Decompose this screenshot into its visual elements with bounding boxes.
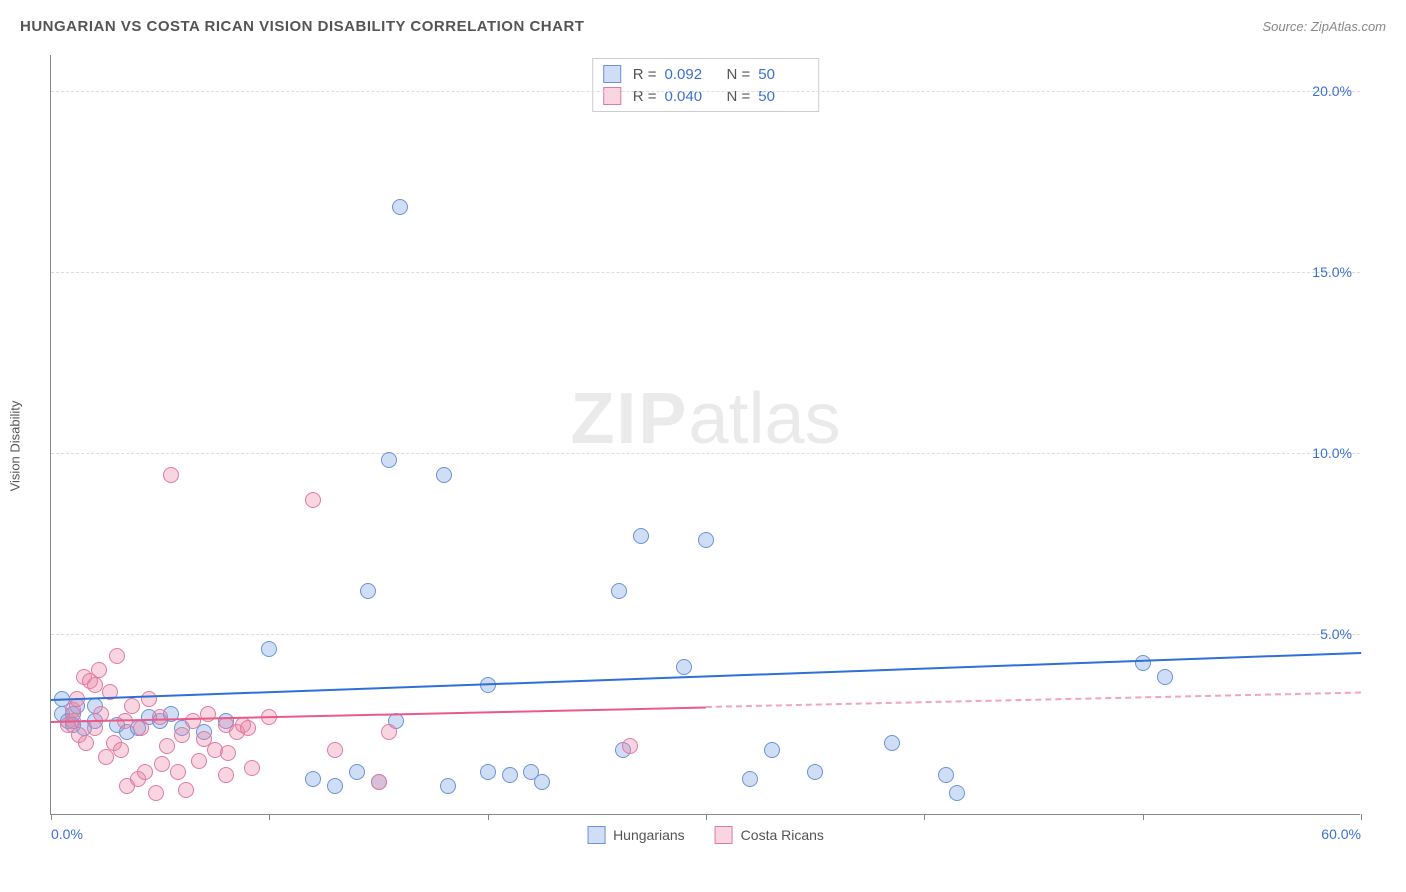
chart-title: HUNGARIAN VS COSTA RICAN VISION DISABILI… — [20, 18, 584, 35]
data-point — [327, 778, 343, 794]
data-point — [78, 735, 94, 751]
legend-n-label: N = — [727, 88, 751, 105]
legend-stats: R = 0.092 N = 50 R = 0.040 N = 50 — [592, 58, 820, 112]
data-point — [191, 753, 207, 769]
data-point — [137, 764, 153, 780]
data-point — [141, 691, 157, 707]
data-point — [676, 659, 692, 675]
legend-n-label: N = — [727, 66, 751, 83]
legend-swatch — [587, 826, 605, 844]
data-point — [163, 467, 179, 483]
data-point — [152, 709, 168, 725]
data-point — [91, 662, 107, 678]
legend-series-item: Costa Ricans — [715, 826, 824, 844]
legend-n-value: 50 — [758, 88, 808, 105]
legend-r-value: 0.092 — [665, 66, 715, 83]
data-point — [949, 785, 965, 801]
data-point — [220, 745, 236, 761]
gridline — [51, 272, 1360, 273]
y-tick-label: 20.0% — [1312, 83, 1352, 99]
data-point — [113, 742, 129, 758]
data-point — [884, 735, 900, 751]
data-point — [1135, 655, 1151, 671]
legend-swatch — [715, 826, 733, 844]
source-label: Source: ZipAtlas.com — [1262, 19, 1386, 34]
header: HUNGARIAN VS COSTA RICAN VISION DISABILI… — [20, 18, 1386, 35]
data-point — [148, 785, 164, 801]
legend-series-label: Hungarians — [613, 827, 685, 843]
x-tick — [269, 814, 270, 820]
data-point — [360, 583, 376, 599]
data-point — [807, 764, 823, 780]
y-tick-label: 10.0% — [1312, 445, 1352, 461]
legend-series-label: Costa Ricans — [741, 827, 824, 843]
x-tick — [1143, 814, 1144, 820]
legend-stats-row: R = 0.040 N = 50 — [603, 85, 809, 107]
y-axis-label: Vision Disability — [8, 401, 23, 492]
data-point — [159, 738, 175, 754]
legend-r-label: R = — [633, 66, 657, 83]
plot-area: ZIPatlas R =0.092N =50R =0.040N =50 Hung… — [50, 55, 1360, 815]
data-point — [87, 677, 103, 693]
data-point — [240, 720, 256, 736]
data-point — [244, 760, 260, 776]
data-point — [327, 742, 343, 758]
data-point — [381, 452, 397, 468]
data-point — [218, 767, 234, 783]
x-tick-label: 60.0% — [1321, 826, 1361, 842]
data-point — [87, 720, 103, 736]
legend-r-label: R = — [633, 88, 657, 105]
x-tick — [1361, 814, 1362, 820]
data-point — [440, 778, 456, 794]
data-point — [98, 749, 114, 765]
data-point — [764, 742, 780, 758]
y-tick-label: 15.0% — [1312, 264, 1352, 280]
data-point — [622, 738, 638, 754]
legend-series: Hungarians Costa Ricans — [587, 826, 824, 844]
data-point — [698, 532, 714, 548]
data-point — [154, 756, 170, 772]
legend-n-value: 50 — [758, 66, 808, 83]
x-tick — [706, 814, 707, 820]
data-point — [633, 528, 649, 544]
legend-stats-row: R = 0.092 N = 50 — [603, 63, 809, 85]
data-point — [109, 648, 125, 664]
legend-r-value: 0.040 — [665, 88, 715, 105]
data-point — [392, 199, 408, 215]
y-tick-label: 5.0% — [1320, 626, 1352, 642]
data-point — [349, 764, 365, 780]
gridline — [51, 91, 1360, 92]
data-point — [170, 764, 186, 780]
x-tick — [488, 814, 489, 820]
data-point — [534, 774, 550, 790]
x-tick-label: 0.0% — [51, 826, 83, 842]
data-point — [1157, 669, 1173, 685]
data-point — [611, 583, 627, 599]
x-tick — [51, 814, 52, 820]
data-point — [305, 492, 321, 508]
legend-series-item: Hungarians — [587, 826, 685, 844]
trend-line — [706, 692, 1361, 708]
data-point — [480, 764, 496, 780]
data-point — [502, 767, 518, 783]
gridline — [51, 453, 1360, 454]
data-point — [305, 771, 321, 787]
legend-swatch — [603, 65, 621, 83]
gridline — [51, 634, 1360, 635]
data-point — [938, 767, 954, 783]
data-point — [185, 713, 201, 729]
x-tick — [924, 814, 925, 820]
data-point — [178, 782, 194, 798]
data-point — [381, 724, 397, 740]
data-point — [174, 727, 190, 743]
data-point — [124, 698, 140, 714]
data-point — [261, 641, 277, 657]
data-point — [371, 774, 387, 790]
data-point — [436, 467, 452, 483]
watermark: ZIPatlas — [570, 378, 840, 460]
data-point — [133, 720, 149, 736]
data-point — [742, 771, 758, 787]
legend-swatch — [603, 87, 621, 105]
